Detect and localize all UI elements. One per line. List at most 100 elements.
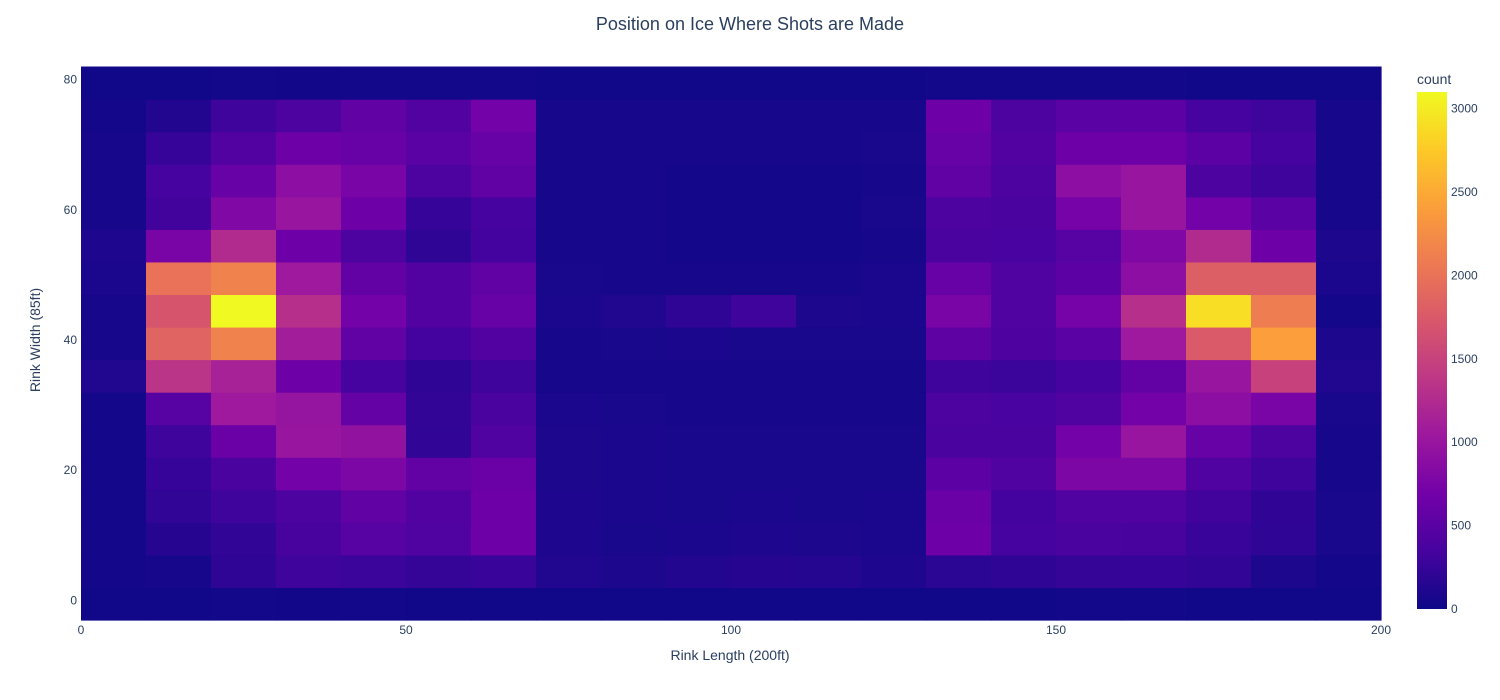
heatmap-cell <box>796 164 862 198</box>
heatmap-cell <box>81 229 147 263</box>
heatmap-cell <box>731 66 797 100</box>
heatmap-cell <box>536 326 602 361</box>
heatmap-cell <box>1316 457 1382 491</box>
heatmap-cell <box>211 359 277 393</box>
y-axis-ticks: 0 20 40 60 80 <box>64 73 78 608</box>
heatmap-cell <box>1251 489 1317 523</box>
heatmap-cells <box>81 66 1382 621</box>
heatmap-cell <box>666 229 732 263</box>
heatmap-cell <box>341 489 407 523</box>
heatmap-cell <box>601 261 667 296</box>
heatmap-cell <box>211 66 277 100</box>
heatmap-cell <box>926 261 992 296</box>
heatmap-cell <box>926 294 992 328</box>
heatmap-cell <box>341 554 407 589</box>
colorbar-tick-label: 0 <box>1451 602 1458 616</box>
heatmap-cell <box>81 294 147 328</box>
heatmap-cell <box>536 424 602 458</box>
heatmap-cell <box>341 326 407 361</box>
heatmap-cell <box>861 326 927 361</box>
colorbar-tick-label: 1500 <box>1451 352 1478 366</box>
heatmap-cell <box>1316 424 1382 458</box>
heatmap-cell <box>731 196 797 230</box>
heatmap-cell <box>1251 131 1317 165</box>
heatmap-cell <box>601 522 667 556</box>
heatmap-cell <box>81 196 147 230</box>
heatmap-cell <box>926 587 992 621</box>
heatmap-cell <box>601 131 667 165</box>
heatmap-cell <box>991 294 1057 328</box>
heatmap-cell <box>1186 359 1252 393</box>
heatmap-cell <box>406 522 472 556</box>
heatmap-cell <box>1251 392 1317 426</box>
heatmap-cell <box>666 522 732 556</box>
heatmap-cell <box>211 522 277 556</box>
heatmap-cell <box>601 424 667 458</box>
heatmap-cell <box>601 164 667 198</box>
heatmap-cell <box>991 326 1057 361</box>
heatmap-cell <box>1251 196 1317 230</box>
heatmap-cell <box>1186 164 1252 198</box>
heatmap-cell <box>146 392 212 426</box>
heatmap-cell <box>1121 66 1187 100</box>
heatmap-cell <box>861 66 927 100</box>
heatmap-cell <box>1186 392 1252 426</box>
heatmap-cell <box>731 164 797 198</box>
heatmap-cell <box>861 424 927 458</box>
heatmap-cell <box>991 554 1057 589</box>
heatmap-cell <box>1186 294 1252 328</box>
heatmap-cell <box>211 392 277 426</box>
heatmap-cell <box>1316 261 1382 296</box>
heatmap-cell <box>81 424 147 458</box>
heatmap-cell <box>926 326 992 361</box>
heatmap-cell <box>991 587 1057 621</box>
heatmap-cell <box>406 294 472 328</box>
x-axis-ticks: 0 50 100 150 200 <box>78 623 1392 637</box>
heatmap-cell <box>731 489 797 523</box>
heatmap-cell <box>926 457 992 491</box>
heatmap-cell <box>796 392 862 426</box>
heatmap-cell <box>861 164 927 198</box>
y-tick-label: 40 <box>64 333 78 347</box>
y-axis-title: Rink Width (85ft) <box>27 288 43 392</box>
heatmap-cell <box>1056 457 1122 491</box>
colorbar-tick-label: 2000 <box>1451 268 1478 282</box>
heatmap-cell <box>991 66 1057 100</box>
heatmap-cell <box>796 424 862 458</box>
heatmap-cell <box>926 99 992 133</box>
heatmap-cell <box>731 554 797 589</box>
heatmap-cell <box>666 164 732 198</box>
heatmap-cell <box>1056 164 1122 198</box>
colorbar-tick-label: 500 <box>1451 519 1471 533</box>
heatmap-cell <box>276 131 342 165</box>
heatmap-cell <box>1251 294 1317 328</box>
heatmap-cell <box>796 229 862 263</box>
heatmap-cell <box>146 587 212 621</box>
heatmap-cell <box>1316 99 1382 133</box>
heatmap-cell <box>1316 294 1382 328</box>
heatmap-cell <box>861 587 927 621</box>
heatmap-cell <box>1186 587 1252 621</box>
heatmap-cell <box>601 196 667 230</box>
colorbar <box>1417 92 1447 609</box>
heatmap-cell <box>1316 587 1382 621</box>
heatmap-cell <box>146 229 212 263</box>
x-tick-label: 200 <box>1371 623 1391 637</box>
heatmap-cell <box>406 164 472 198</box>
heatmap-cell <box>796 261 862 296</box>
heatmap-cell <box>81 392 147 426</box>
heatmap-cell <box>1316 229 1382 263</box>
heatmap-cell <box>1056 196 1122 230</box>
heatmap-cell <box>1316 554 1382 589</box>
heatmap-cell <box>1121 229 1187 263</box>
heatmap-cell <box>1186 261 1252 296</box>
heatmap-cell <box>731 131 797 165</box>
heatmap-cell <box>211 424 277 458</box>
heatmap-cell <box>276 554 342 589</box>
heatmap-cell <box>1121 522 1187 556</box>
heatmap-cell <box>601 359 667 393</box>
heatmap-cell <box>1251 164 1317 198</box>
heatmap-cell <box>146 554 212 589</box>
heatmap-cell <box>666 99 732 133</box>
